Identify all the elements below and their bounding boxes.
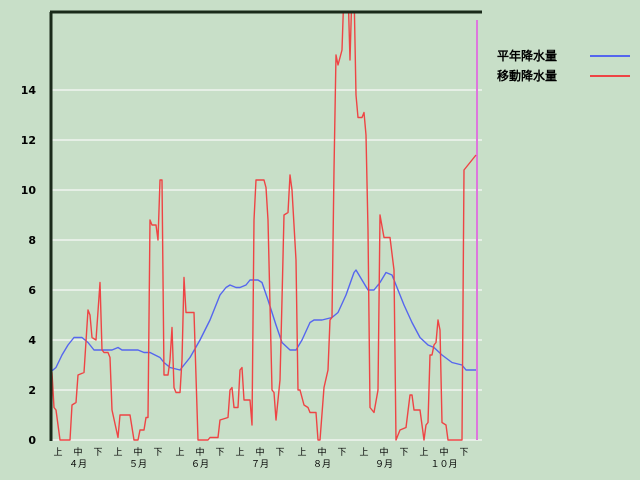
series-line-1 — [50, 12, 477, 441]
x-period-label: 上 — [235, 447, 244, 458]
y-tick-label: 2 — [28, 384, 36, 397]
y-tick-label: 6 — [28, 284, 36, 297]
x-period-label: 上 — [419, 447, 428, 458]
y-tick-label: 12 — [21, 134, 36, 147]
series-lines — [50, 12, 477, 441]
legend-swatch-normal — [590, 55, 630, 57]
x-period-label: 下 — [153, 448, 162, 458]
y-tick-labels: 0 2 4 6 8 10 12 14 — [21, 84, 37, 447]
x-period-label: 下 — [93, 448, 102, 458]
legend-swatch-moving — [590, 75, 630, 77]
x-month-label: ４月 — [69, 459, 87, 470]
y-tick-label: 4 — [28, 334, 36, 347]
legend-label-normal: 平年降水量 — [497, 49, 558, 63]
x-period-label: 上 — [53, 447, 62, 458]
x-period-label: 中 — [439, 446, 448, 458]
x-month-label: １０月 — [430, 459, 457, 470]
x-period-label: 下 — [337, 448, 346, 458]
x-period-label: 上 — [297, 447, 306, 458]
y-tick-label: 14 — [21, 84, 37, 97]
x-period-label: 下 — [275, 448, 284, 458]
y-tick-label: 0 — [28, 434, 36, 447]
y-tick-label: 8 — [28, 234, 36, 247]
x-period-label: 下 — [215, 448, 224, 458]
x-period-label: 中 — [195, 446, 204, 458]
legend-label-moving: 移動降水量 — [497, 69, 558, 83]
x-period-label: 下 — [399, 448, 408, 458]
x-period-label: 中 — [379, 446, 388, 458]
x-tick-labels: 上中下４月上中下５月上中下６月上中下７月上中下８月上中下９月上中下１０月 — [53, 446, 468, 470]
x-month-label: ９月 — [375, 459, 393, 470]
x-period-label: 上 — [113, 447, 122, 458]
series-line-0 — [50, 269, 476, 374]
y-tick-label: 10 — [21, 184, 37, 197]
x-period-label: 上 — [359, 447, 368, 458]
x-period-label: 中 — [255, 446, 264, 458]
x-period-label: 中 — [317, 446, 326, 458]
x-month-label: ７月 — [251, 459, 269, 470]
x-period-label: 中 — [133, 446, 142, 458]
x-month-label: ８月 — [313, 459, 331, 470]
x-month-label: ６月 — [191, 459, 209, 470]
x-period-label: 下 — [459, 448, 468, 458]
x-period-label: 上 — [175, 447, 184, 458]
x-month-label: ５月 — [129, 459, 147, 470]
x-period-label: 中 — [73, 446, 82, 458]
grid-lines — [50, 89, 482, 441]
